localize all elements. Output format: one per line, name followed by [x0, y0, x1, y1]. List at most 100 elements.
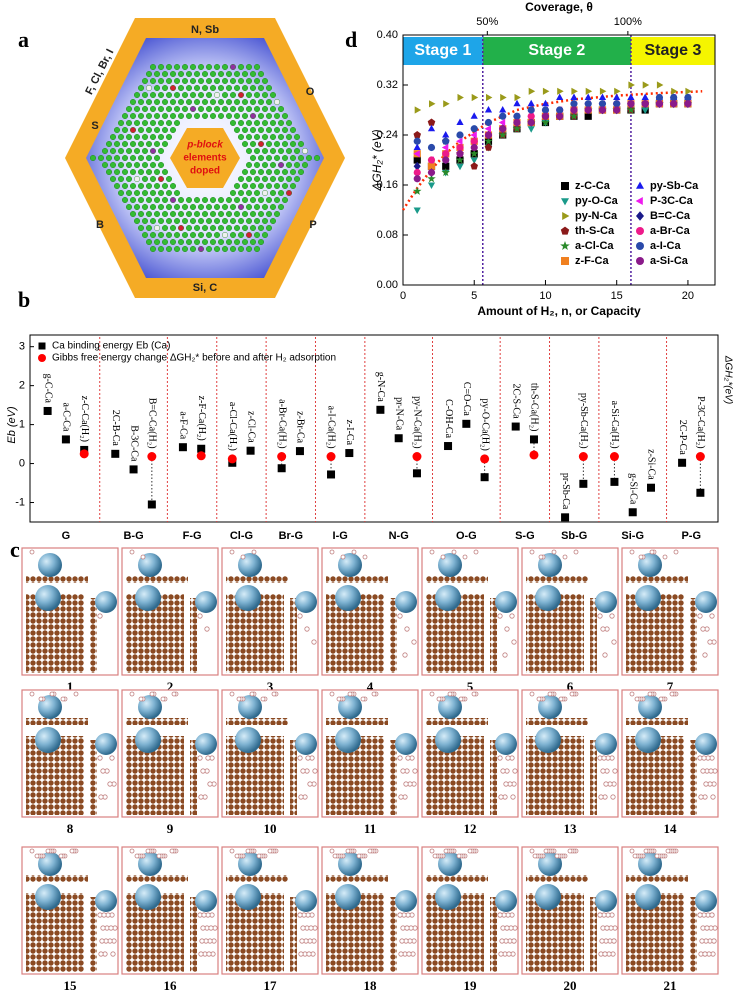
atom [253, 119, 260, 126]
atom [181, 217, 188, 224]
dg-marker [227, 454, 237, 464]
atom [153, 238, 160, 245]
atom [233, 70, 240, 77]
atom [253, 189, 260, 196]
snapshot-number: 14 [664, 821, 678, 836]
atom [149, 77, 156, 84]
dg-marker [196, 451, 206, 461]
data-point [514, 93, 521, 102]
atom [137, 154, 144, 161]
atom [161, 224, 168, 231]
data-point [527, 106, 535, 114]
atom [105, 140, 112, 147]
data-point [413, 186, 422, 195]
atom [181, 63, 188, 70]
snapshot-number: 4 [367, 679, 374, 694]
h2-molecule [609, 613, 615, 619]
legend-marker [636, 227, 644, 235]
atom [129, 140, 136, 147]
atom [262, 133, 269, 140]
graphene-layer [226, 718, 288, 725]
atom [209, 196, 216, 203]
atom [294, 161, 301, 168]
h2-molecule [140, 554, 146, 560]
atom [157, 119, 164, 126]
atom [185, 112, 192, 119]
atom [229, 77, 236, 84]
h2-molecule [498, 951, 504, 957]
atom [258, 98, 265, 105]
stage-band [403, 37, 483, 65]
y-tick-label: 0.00 [377, 279, 398, 291]
atom [185, 210, 192, 217]
atom [241, 140, 248, 147]
h2-molecule [169, 848, 175, 854]
h2-molecule [703, 781, 709, 787]
h2-molecule [708, 768, 714, 774]
atom [149, 189, 156, 196]
atom [153, 140, 160, 147]
h2-molecule [312, 768, 318, 774]
atom [149, 217, 156, 224]
graphene-edge [690, 740, 697, 815]
h2-molecule [610, 794, 616, 800]
atom [213, 77, 220, 84]
atom [161, 98, 168, 105]
atom [125, 189, 132, 196]
atom [237, 63, 244, 70]
atom [169, 182, 176, 189]
data-point [513, 118, 521, 127]
atom [258, 126, 265, 133]
atom [274, 140, 281, 147]
h2-molecule [367, 848, 373, 854]
atom [137, 196, 144, 203]
eb-marker [277, 464, 286, 473]
plot-frame [29, 334, 719, 523]
h2-molecule [598, 794, 604, 800]
atom [185, 238, 192, 245]
h2-molecule [600, 768, 606, 774]
h2-molecule [101, 912, 107, 918]
eb-marker [61, 435, 70, 444]
h2-molecule [532, 853, 538, 859]
atom [286, 189, 293, 196]
atom [282, 196, 289, 203]
atom [274, 154, 281, 161]
h2-molecule [632, 853, 638, 859]
ca-atom [295, 733, 317, 755]
h2-molecule [436, 696, 442, 702]
category-label: z-Si-Ca [646, 449, 657, 480]
h2-molecule [700, 626, 706, 632]
atom [221, 217, 228, 224]
atom [169, 224, 176, 231]
eb-marker [376, 405, 385, 414]
dg-marker [412, 452, 422, 462]
group-label: Br-G [279, 530, 303, 542]
atom [185, 224, 192, 231]
h2-molecule [611, 938, 617, 944]
stage-label: Stage 2 [528, 42, 585, 59]
data-point [685, 87, 692, 95]
atom [165, 203, 172, 210]
data-point [655, 100, 664, 108]
category-label: z-C-Ca(H₂) [79, 396, 90, 442]
atom [237, 203, 244, 210]
atom [258, 140, 265, 147]
atom [249, 84, 256, 91]
atom [205, 231, 212, 238]
atom [253, 203, 260, 210]
graphene-edge [90, 897, 97, 972]
h2-molecule [397, 912, 403, 918]
h2-molecule [669, 691, 675, 697]
h2-molecule [429, 848, 435, 854]
category-label: z-F-Ca(H₂) [196, 396, 207, 441]
graphene-edge [590, 897, 597, 972]
data-point [442, 156, 450, 164]
legend-marker [38, 342, 46, 350]
h2-molecule [29, 691, 35, 697]
data-point [456, 150, 464, 158]
atom [229, 63, 236, 70]
atom [241, 84, 248, 91]
atom [286, 133, 293, 140]
h2-molecule [99, 938, 105, 944]
